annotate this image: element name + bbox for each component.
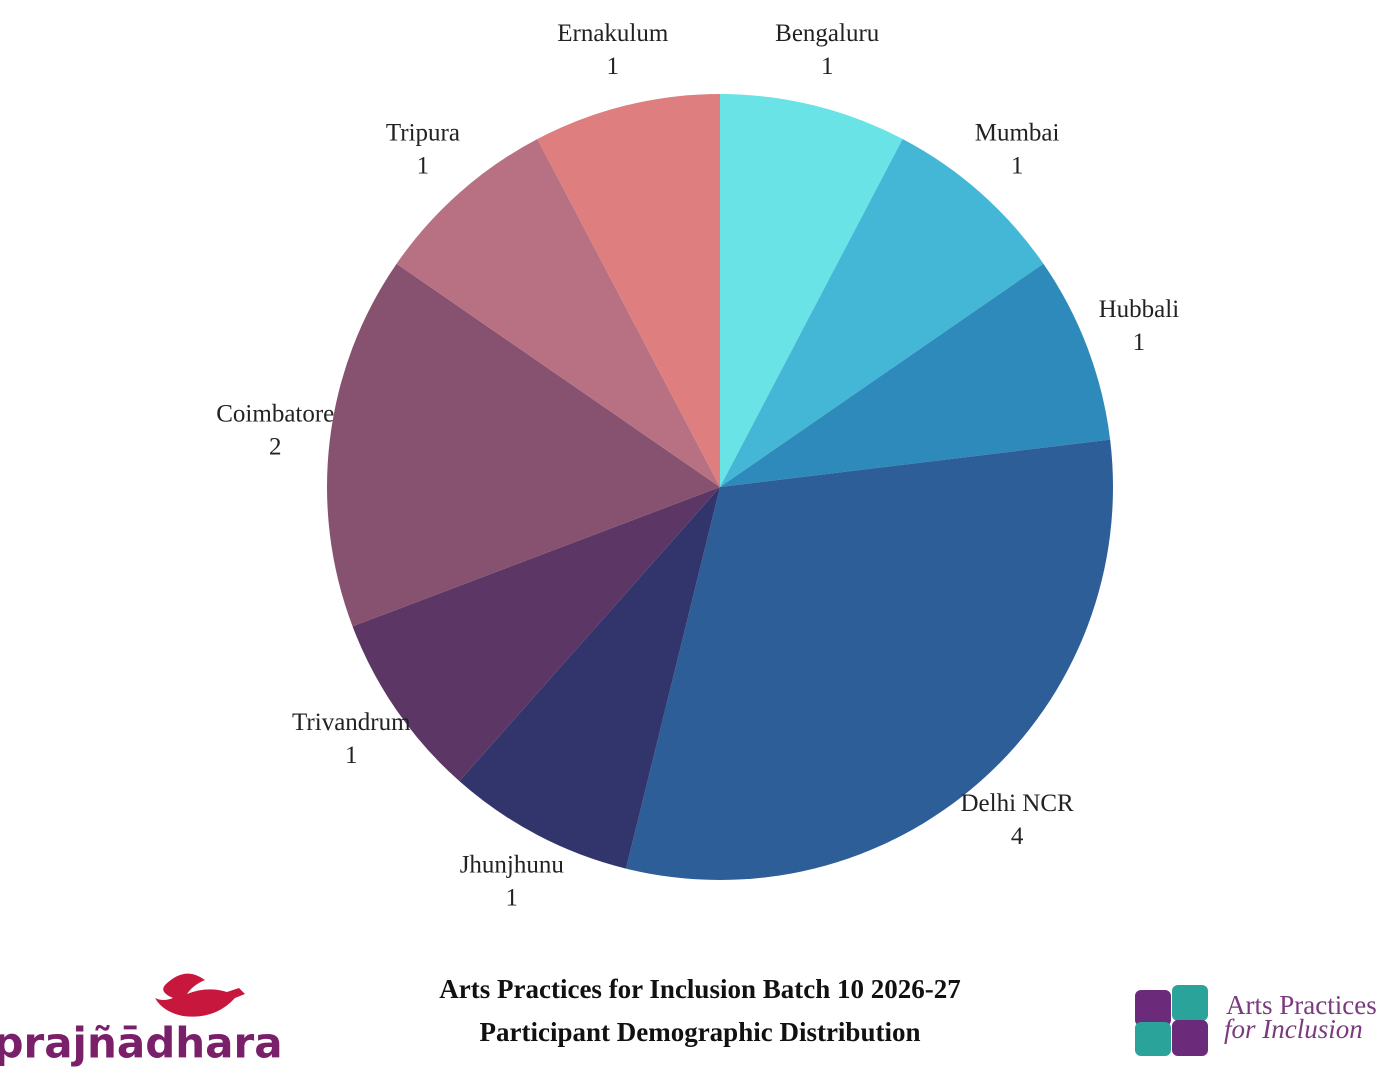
pie-slice <box>720 94 903 487</box>
logo-piece <box>1172 985 1208 1021</box>
slice-label: Delhi NCR <box>960 790 1074 817</box>
slice-label: Jhunjhunu <box>460 851 565 878</box>
slice-value: 1 <box>1011 152 1024 179</box>
slice-value: 1 <box>345 742 358 769</box>
chart-subtitle: Participant Demographic Distribution <box>480 1017 921 1047</box>
chart-title: Arts Practices for Inclusion Batch 10 20… <box>439 974 960 1004</box>
pie-slice <box>720 263 1111 487</box>
pie-slice <box>625 439 1114 881</box>
slice-label: Bengaluru <box>775 20 880 47</box>
logo-piece <box>1135 990 1171 1026</box>
slice-value: 2 <box>269 434 282 461</box>
slice-label: Ernakulum <box>557 20 669 47</box>
slice-label: Hubbali <box>1099 296 1180 323</box>
slice-label: Tripura <box>386 119 460 146</box>
slice-value: 1 <box>607 53 620 80</box>
logo-bird <box>155 973 245 1017</box>
pie-slice <box>459 487 720 869</box>
logo-left: prajñādhara <box>0 973 283 1068</box>
slice-label: Trivandrum <box>292 709 411 736</box>
logo-text: for Inclusion <box>1224 1014 1363 1044</box>
slice-label: Coimbatore <box>216 401 334 428</box>
slice-value: 1 <box>1133 329 1146 356</box>
slice-value: 4 <box>1011 823 1024 850</box>
slice-label: Mumbai <box>975 119 1060 146</box>
pie-slice <box>396 139 720 487</box>
logo-right: Arts Practices for Inclusion <box>1135 985 1377 1056</box>
pie-slice <box>352 487 720 782</box>
pie-slice <box>720 139 1044 487</box>
logo-text: Arts Practices <box>1226 990 1377 1020</box>
logo-text: prajñādhara <box>0 1019 283 1068</box>
logo-piece <box>1135 1022 1171 1056</box>
slice-value: 1 <box>417 152 430 179</box>
logo-piece <box>1172 1020 1208 1056</box>
slice-value: 1 <box>506 884 519 911</box>
pie-slice <box>537 94 720 487</box>
pie-slice <box>327 263 720 627</box>
slice-value: 1 <box>821 53 834 80</box>
